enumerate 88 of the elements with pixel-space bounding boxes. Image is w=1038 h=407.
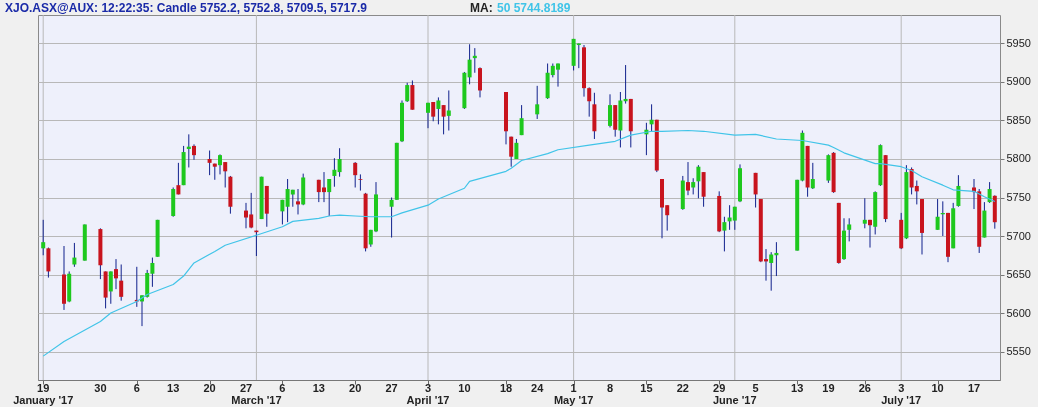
y-tick-label: 5950 — [1006, 36, 1031, 49]
candlestick — [207, 150, 212, 176]
x2-tick-label: January '17 — [13, 394, 74, 406]
x-tick-label: 5 — [752, 382, 759, 394]
candlestick — [46, 247, 51, 279]
candlestick — [119, 263, 124, 302]
candlestick — [446, 89, 451, 132]
candlestick — [935, 198, 940, 231]
x-tick-label: 20 — [203, 382, 216, 394]
candlestick — [114, 258, 118, 290]
chart-subtitle: MA: — [470, 1, 493, 15]
y-tick-label: 5800 — [1006, 152, 1031, 165]
candlestick — [41, 219, 46, 256]
candlestick — [587, 86, 592, 118]
x-tick-label: 22 — [676, 382, 689, 394]
candlestick — [576, 42, 581, 69]
x2-tick-label: May '17 — [553, 394, 594, 406]
x-tick-label: 13 — [167, 382, 180, 394]
x-tick-label: 8 — [606, 382, 614, 394]
candlestick — [405, 82, 410, 103]
x-tick-label: 19 — [37, 382, 50, 394]
x-tick-label: 10 — [458, 382, 471, 394]
y-tick-label: 5650 — [1006, 268, 1031, 280]
x-tick-label: 1 — [570, 382, 577, 394]
candlestick — [358, 173, 363, 192]
candlestick — [218, 153, 222, 175]
candlestick — [108, 270, 113, 305]
candlestick — [862, 197, 867, 229]
y-tick-label: 5850 — [1006, 114, 1031, 126]
candlestick — [753, 172, 758, 209]
y-tick-label: 5600 — [1006, 306, 1031, 319]
candlestick — [431, 101, 436, 122]
text: 50 5744.8189 — [497, 1, 571, 15]
x-tick-label: 3 — [424, 382, 432, 394]
candlestick — [956, 174, 961, 208]
candlestick — [608, 93, 612, 128]
chart-title: XJO.ASX@AUX: 12:22:35: Candle 5752.2, 5752.8, 5709.5, 5717.9 — [5, 1, 368, 15]
candlestick — [280, 199, 285, 225]
x-tick-label: 10 — [931, 382, 944, 394]
x-tick-label: 18 — [499, 382, 513, 394]
x-tick-label: 20 — [349, 382, 362, 394]
candlestick — [810, 162, 815, 190]
y-tick-label: 5750 — [1006, 191, 1031, 203]
candlestick — [223, 161, 228, 188]
candlestick — [192, 143, 196, 161]
candlestick — [327, 178, 332, 217]
candlestick — [686, 161, 690, 196]
candlestick — [436, 96, 441, 125]
candlestick — [769, 251, 774, 292]
x-tick-label: 29 — [713, 382, 726, 394]
y-tick-label: 5550 — [1006, 345, 1031, 358]
candlestick — [722, 216, 727, 252]
candlestick — [389, 197, 394, 239]
x-tick-label: 27 — [385, 382, 398, 394]
candlestick — [332, 157, 337, 188]
candlestick — [467, 43, 472, 85]
x2-tick-label: March '17 — [231, 394, 282, 406]
x2-tick-label: April '17 — [406, 394, 450, 406]
x-tick-label: 30 — [94, 382, 107, 394]
y-tick-label: 5900 — [1006, 75, 1031, 88]
x-tick-label: 27 — [239, 382, 253, 394]
line-series — [42, 129, 996, 357]
candlestick — [441, 104, 446, 135]
candlestick — [296, 188, 300, 215]
candlestick — [519, 104, 524, 136]
x-tick-label: 6 — [133, 382, 140, 394]
candlestick — [426, 102, 430, 129]
candlestick — [337, 147, 342, 178]
candlestick — [176, 162, 181, 195]
candlestick — [509, 136, 514, 168]
candlestick — [868, 219, 872, 249]
y-tick-label: 5700 — [1006, 229, 1031, 242]
x-tick-label: 26 — [858, 382, 871, 394]
x-tick-label: 24 — [531, 382, 545, 394]
x2-tick-label: July '17 — [881, 394, 922, 406]
candlestick — [696, 164, 701, 199]
x-tick-label: 6 — [279, 382, 286, 394]
x-tick-label: 13 — [791, 382, 804, 394]
candlestick — [847, 217, 852, 242]
x2-tick-label: June '17 — [713, 394, 757, 406]
x-tick-label: 13 — [312, 382, 325, 394]
x-tick-label: 15 — [640, 382, 653, 394]
candlestick — [478, 66, 482, 98]
x-tick-label: 19 — [822, 382, 835, 394]
x-tick-label: 3 — [898, 382, 905, 394]
x-tick-label: 17 — [967, 382, 981, 394]
candlestick — [535, 85, 540, 120]
candlestick — [353, 161, 358, 188]
